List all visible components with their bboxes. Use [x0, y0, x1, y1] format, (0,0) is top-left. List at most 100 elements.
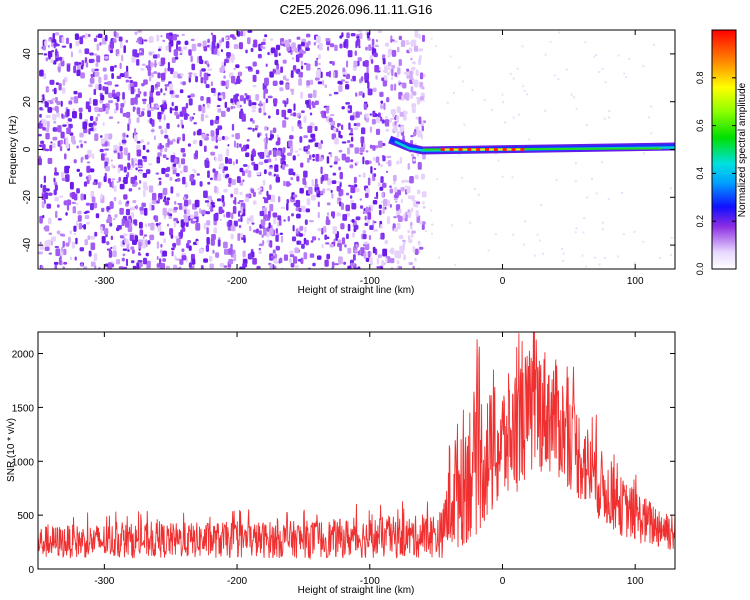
spectrogram-cell	[124, 238, 129, 245]
spectrogram-cell	[142, 98, 147, 102]
spectrogram-cell	[199, 181, 203, 187]
spectrogram-cell	[160, 263, 166, 269]
spectrogram-cell	[186, 114, 190, 117]
spectrogram-cell	[292, 65, 297, 71]
spectrogram-cell	[358, 45, 361, 49]
spectrogram-cell	[79, 247, 85, 252]
spectrogram-cell	[151, 51, 155, 54]
spectrogram-cell	[424, 229, 427, 232]
spectrogram-cell	[230, 106, 236, 109]
spectrogram-cell	[77, 215, 82, 222]
spectrogram-cell	[186, 209, 191, 217]
spectrogram-cell	[169, 213, 173, 217]
spectrogram-cell	[248, 99, 252, 107]
spectrogram-cell	[239, 266, 243, 269]
spectrogram-cell	[100, 94, 105, 101]
spectrogram-cell	[267, 210, 271, 219]
spectrogram-cell	[42, 184, 47, 193]
spectrogram-cell	[340, 79, 346, 82]
spectrogram-cell	[199, 208, 202, 214]
spectrogram-cell	[347, 265, 352, 269]
spectrogram-cell	[409, 175, 414, 184]
spectrogram-cell	[380, 100, 384, 104]
spectrogram-cell	[187, 95, 191, 99]
spectrogram-cell	[183, 112, 188, 120]
spectrogram-cell	[340, 202, 345, 210]
spectrogram-cell	[153, 71, 158, 74]
spectrogram-cell	[170, 186, 174, 194]
spectrogram-cell	[604, 81, 607, 84]
spectrogram-cell	[382, 154, 385, 159]
spectrogram-cell	[61, 113, 64, 119]
spectrogram-cell	[193, 72, 197, 78]
spectrogram-cell	[251, 109, 256, 113]
spectrogram-cell	[198, 248, 204, 254]
spectrogram-cell	[80, 72, 85, 79]
spectrogram-cell	[334, 263, 339, 266]
spectrogram-cell	[317, 81, 323, 85]
spectrogram-cell	[512, 77, 515, 80]
spectrogram-cell	[178, 205, 183, 210]
spectrogram-cell	[585, 265, 588, 268]
spectrogram-cell	[243, 164, 248, 167]
spectrogram-cell	[340, 124, 344, 131]
spectrogram-cell	[200, 264, 204, 269]
spectrogram-cell	[633, 230, 636, 233]
spectrogram-cell	[40, 183, 43, 189]
spectrogram-cell	[345, 101, 350, 105]
spectrogram-cell	[219, 67, 224, 73]
spectrogram-cell	[89, 203, 94, 211]
spectrogram-cell	[380, 176, 384, 184]
spectrogram-cell	[333, 161, 338, 165]
spectrogram-cell	[130, 260, 135, 264]
spectrogram-cell	[331, 261, 335, 269]
spectrogram-cell	[533, 254, 536, 257]
spectrogram-cell	[503, 121, 506, 124]
spectrogram-cell	[165, 265, 170, 269]
spectrogram-cell	[172, 138, 176, 143]
y-tick-label: 20	[22, 96, 33, 108]
spectrogram-cell	[384, 240, 389, 245]
spectrogram-cell	[544, 109, 547, 112]
spectrogram-cell	[209, 206, 212, 210]
spectrogram-cell	[233, 253, 237, 262]
spectrogram-cell	[163, 216, 167, 220]
spectrogram-cell	[275, 44, 281, 51]
spectrogram-cell	[147, 141, 150, 145]
spectrogram-cell	[270, 255, 275, 259]
spectrogram-cell	[650, 132, 653, 135]
y-tick-label: 0	[22, 146, 33, 152]
spectrogram-cell	[182, 153, 186, 158]
spectrogram-cell	[283, 254, 289, 261]
spectrogram-cell	[325, 242, 330, 245]
spectrogram-cell	[250, 188, 255, 194]
spectrogram-cell	[318, 142, 322, 150]
spectrogram-cell	[345, 204, 351, 212]
spectrogram-cell	[127, 249, 130, 252]
spectrogram-cell	[76, 168, 81, 172]
spectrogram-cell	[200, 209, 206, 215]
spectrogram-cell	[390, 84, 394, 91]
spectrogram-cell	[345, 73, 350, 80]
spectrogram-cell	[193, 131, 196, 136]
spectrogram-cell	[52, 136, 58, 141]
spectrogram-cell	[228, 258, 234, 265]
spectrogram-cell	[130, 86, 135, 95]
spectrogram-cell	[393, 227, 398, 232]
spectrogram-cell	[127, 162, 131, 169]
spectrogram-cell	[359, 198, 363, 201]
spectrogram-cell	[384, 42, 390, 47]
spectrogram-cell	[261, 41, 266, 46]
carrier-peak-cell	[440, 148, 445, 151]
spectrogram-cell	[210, 151, 216, 156]
spectrogram-cell	[521, 45, 524, 48]
spectrogram-cell	[154, 87, 159, 90]
spectrogram-cell	[326, 156, 330, 164]
spectrogram-cell	[343, 41, 346, 49]
spectrogram-cell	[281, 109, 287, 118]
carrier-peak-cell	[467, 148, 472, 151]
spectrogram-cell	[400, 125, 404, 133]
spectrogram-cell	[376, 258, 379, 265]
spectrogram-cell	[332, 172, 337, 176]
spectrogram-cell	[231, 134, 235, 138]
